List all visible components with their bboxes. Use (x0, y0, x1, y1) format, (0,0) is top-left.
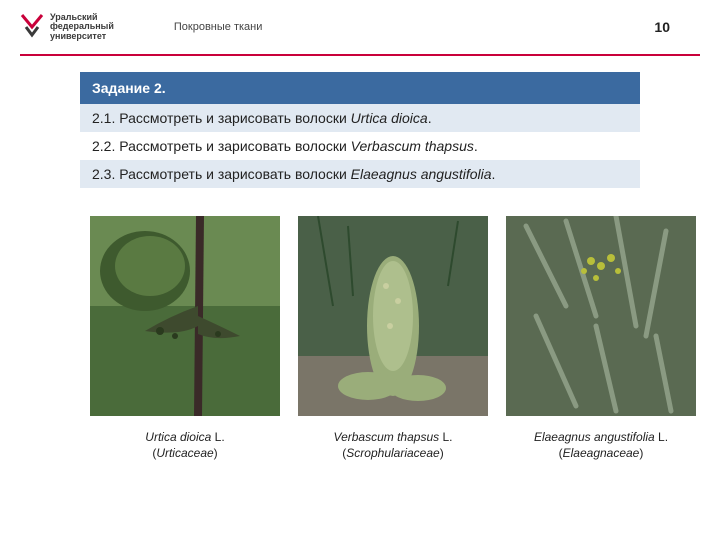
task-species: Urtica dioica (351, 110, 428, 126)
task-species: Elaeagnus angustifolia (351, 166, 492, 182)
task-num: 2.2. (92, 138, 115, 154)
plant-auth: L. (442, 430, 452, 444)
plant-family: Urticaceae (156, 446, 213, 460)
plant-image-elaeagnus (506, 216, 696, 416)
plant-name: Verbascum thapsus (334, 430, 440, 444)
task-num: 2.3. (92, 166, 115, 182)
plant-family: Scrophulariaceae (346, 446, 439, 460)
task-text: Рассмотреть и зарисовать волоски (119, 110, 347, 126)
logo-line3: университет (50, 32, 114, 41)
task-row: 2.1. Рассмотреть и зарисовать волоски Ur… (80, 104, 640, 132)
task-table: Задание 2. 2.1. Рассмотреть и зарисовать… (80, 72, 640, 188)
task-header-row: Задание 2. (80, 72, 640, 104)
plant-auth: L. (215, 430, 225, 444)
content: Задание 2. 2.1. Рассмотреть и зарисовать… (0, 56, 720, 461)
plant-caption: Urtica dioica L. (Urticaceae) (145, 430, 224, 461)
plant-image-verbascum (298, 216, 488, 416)
page-number: 10 (654, 19, 670, 35)
plant-caption: Elaeagnus angustifolia L. (Elaeagnaceae) (534, 430, 668, 461)
task-num: 2.1. (92, 110, 115, 126)
task-row: 2.3. Рассмотреть и зарисовать волоски El… (80, 160, 640, 188)
logo-text: Уральский федеральный университет (50, 13, 114, 41)
task-title: Задание 2. (80, 72, 640, 104)
task-row: 2.2. Рассмотреть и зарисовать волоски Ve… (80, 132, 640, 160)
plant-card: Elaeagnus angustifolia L. (Elaeagnaceae) (506, 216, 696, 461)
plant-card: Urtica dioica L. (Urticaceae) (90, 216, 280, 461)
topic-title: Покровные ткани (174, 21, 655, 33)
plant-auth: L. (658, 430, 668, 444)
logo: Уральский федеральный университет (20, 13, 114, 41)
task-text: Рассмотреть и зарисовать волоски (119, 166, 347, 182)
plant-name: Elaeagnus angustifolia (534, 430, 655, 444)
plant-family: Elaeagnaceae (563, 446, 640, 460)
task-species: Verbascum thapsus (351, 138, 474, 154)
plant-caption: Verbascum thapsus L. (Scrophulariaceae) (334, 430, 453, 461)
plant-name: Urtica dioica (145, 430, 211, 444)
plant-image-urtica (90, 216, 280, 416)
plant-card: Verbascum thapsus L. (Scrophulariaceae) (298, 216, 488, 461)
plants-row: Urtica dioica L. (Urticaceae) Verbascum … (90, 216, 630, 461)
task-text: Рассмотреть и зарисовать волоски (119, 138, 347, 154)
slide-header: Уральский федеральный университет Покров… (0, 0, 720, 54)
logo-icon (20, 13, 44, 41)
